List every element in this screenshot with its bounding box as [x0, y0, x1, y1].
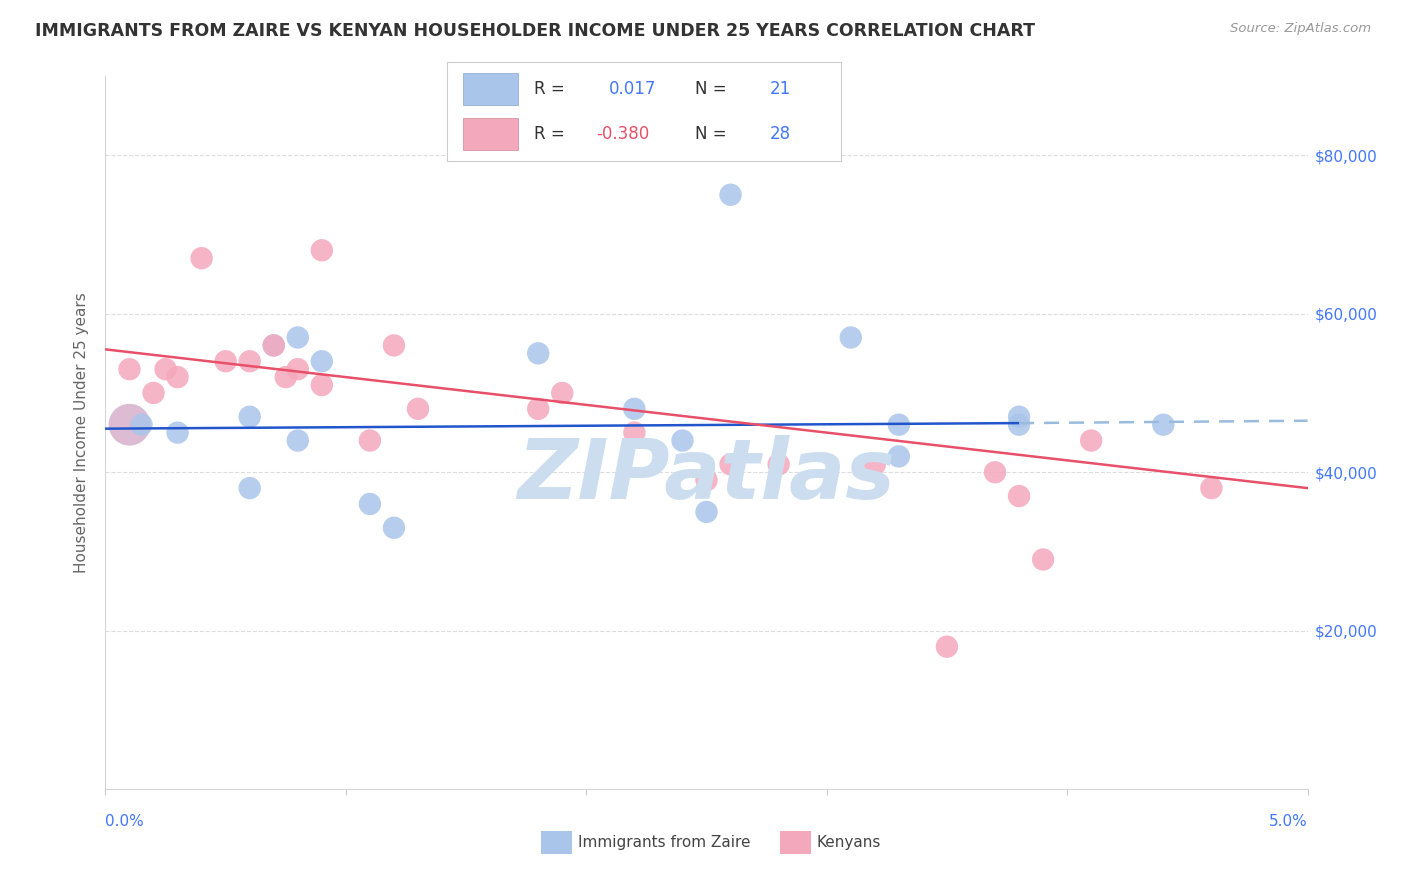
Point: [287, 330, 309, 344]
Point: [1080, 434, 1102, 448]
Point: [274, 370, 297, 384]
Point: [263, 338, 285, 352]
Point: [936, 640, 959, 654]
Point: [887, 450, 910, 464]
Point: [155, 362, 177, 376]
Point: [1032, 552, 1054, 566]
Point: [863, 458, 886, 472]
Point: [671, 434, 693, 448]
Point: [1152, 417, 1174, 432]
Point: [623, 425, 645, 440]
Point: [287, 434, 309, 448]
FancyBboxPatch shape: [463, 73, 517, 104]
Point: [166, 370, 188, 384]
Point: [131, 417, 153, 432]
Point: [696, 505, 718, 519]
Point: [239, 354, 262, 368]
Point: [311, 354, 333, 368]
Point: [720, 458, 742, 472]
Point: [190, 251, 212, 265]
Point: [623, 401, 645, 416]
Point: [984, 465, 1007, 479]
Point: [239, 481, 262, 495]
Text: N =: N =: [695, 80, 727, 98]
Point: [527, 401, 550, 416]
Point: [359, 497, 381, 511]
Text: IMMIGRANTS FROM ZAIRE VS KENYAN HOUSEHOLDER INCOME UNDER 25 YEARS CORRELATION CH: IMMIGRANTS FROM ZAIRE VS KENYAN HOUSEHOL…: [35, 22, 1035, 40]
Point: [311, 244, 333, 258]
Point: [118, 362, 141, 376]
Text: 0.017: 0.017: [609, 80, 655, 98]
Point: [382, 338, 405, 352]
Point: [839, 330, 862, 344]
Text: Immigrants from Zaire: Immigrants from Zaire: [578, 836, 751, 850]
Point: [696, 473, 718, 487]
Point: [359, 434, 381, 448]
Point: [887, 417, 910, 432]
Point: [406, 401, 429, 416]
Point: [768, 458, 790, 472]
Point: [382, 521, 405, 535]
Text: -0.380: -0.380: [596, 125, 650, 143]
Text: Kenyans: Kenyans: [817, 836, 882, 850]
Point: [1008, 417, 1031, 432]
Text: R =: R =: [534, 80, 564, 98]
Point: [214, 354, 236, 368]
Text: 0.0%: 0.0%: [105, 814, 145, 829]
Text: ZIPatlas: ZIPatlas: [517, 435, 896, 516]
Point: [311, 378, 333, 392]
Point: [720, 187, 742, 202]
Point: [1008, 409, 1031, 424]
Text: 5.0%: 5.0%: [1268, 814, 1308, 829]
Text: 28: 28: [770, 125, 792, 143]
Y-axis label: Householder Income Under 25 years: Householder Income Under 25 years: [75, 293, 90, 573]
Point: [166, 425, 188, 440]
Point: [118, 417, 141, 432]
Point: [118, 417, 141, 432]
Text: 21: 21: [770, 80, 792, 98]
Text: Source: ZipAtlas.com: Source: ZipAtlas.com: [1230, 22, 1371, 36]
Point: [287, 362, 309, 376]
Point: [1008, 489, 1031, 503]
Point: [239, 409, 262, 424]
Point: [1201, 481, 1223, 495]
Text: N =: N =: [695, 125, 727, 143]
Point: [263, 338, 285, 352]
Point: [551, 386, 574, 401]
Point: [142, 386, 165, 401]
Point: [527, 346, 550, 360]
FancyBboxPatch shape: [463, 119, 517, 150]
Text: R =: R =: [534, 125, 564, 143]
